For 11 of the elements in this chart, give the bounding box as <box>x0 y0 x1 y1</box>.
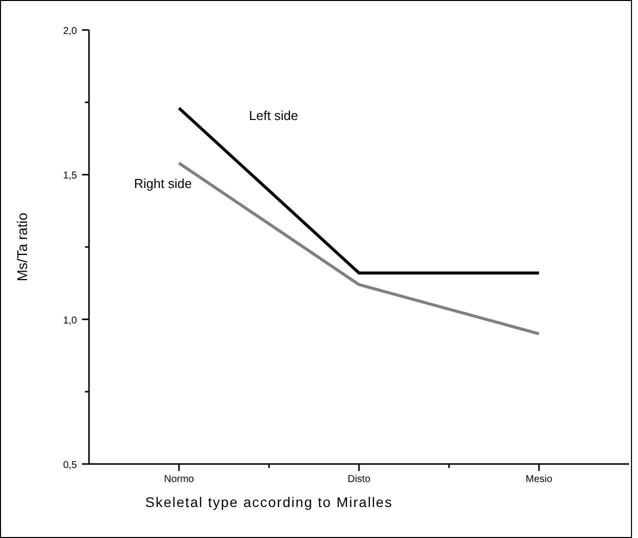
x-tick-label: Normo <box>164 474 194 485</box>
y-tick-label: 0,5 <box>63 460 78 471</box>
y-axis-title: Ms/Ta ratio <box>14 212 30 282</box>
series-label: Right side <box>134 176 192 192</box>
y-tick-label: 2,0 <box>63 26 78 37</box>
text: Left side <box>249 108 298 124</box>
x-axis-title: Skeletal type according to Miralles <box>145 494 393 510</box>
y-tick-label: 1,5 <box>63 170 78 182</box>
x-tick-label: Disto <box>348 474 371 485</box>
x-tick-label: Mesio <box>526 474 553 485</box>
y-tick-label: 1,0 <box>63 315 78 326</box>
